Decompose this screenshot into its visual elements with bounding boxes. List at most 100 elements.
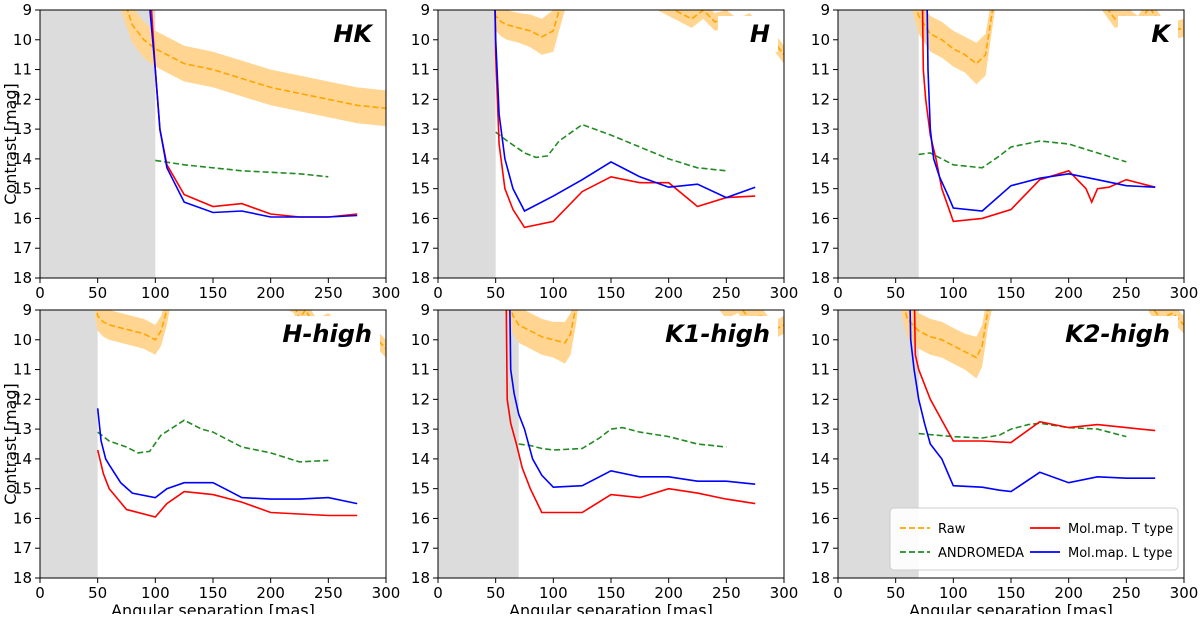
plot-area <box>838 10 1184 278</box>
panel-5: 0 50 100 150 200 250 300 9 10 11 12 13 14 15 16 17 18 K1-… <box>411 301 799 619</box>
x-tick-label: 200 <box>1054 584 1083 602</box>
y-tick-label: 16 <box>411 209 430 227</box>
x-tick-label: 100 <box>939 584 968 602</box>
panel-1: 0 50 100 150 200 250 300 9 10 11 12 13 14 15 16 17 18 HK C… <box>1 1 401 302</box>
x-tick-label: 300 <box>372 284 401 302</box>
andromeda-line <box>97 419 329 463</box>
y-tick-label: 13 <box>13 420 32 438</box>
y-tick-label: 14 <box>811 150 830 168</box>
x-tick-label: 0 <box>35 284 45 302</box>
l-type-line <box>494 10 756 213</box>
raw-line <box>126 10 386 110</box>
y-tick-label: 18 <box>13 569 32 587</box>
panel-title: K1-high <box>665 320 770 348</box>
x-axis-title: Angular separation [mas] <box>111 601 315 614</box>
t-type-line <box>921 10 1156 223</box>
x-tick-label: 200 <box>1054 284 1083 302</box>
y-tick-label: 16 <box>411 509 430 527</box>
x-tick-label: 100 <box>141 284 170 302</box>
x-tick-label: 150 <box>997 284 1026 302</box>
y-tick-label: 18 <box>411 569 430 587</box>
y-axis-title: Contrast [mag] <box>1 383 20 504</box>
y-tick-label: 9 <box>22 1 32 19</box>
panel-title: K2-high <box>1065 320 1170 348</box>
x-tick-label: 150 <box>597 584 626 602</box>
y-tick-label: 13 <box>811 120 830 138</box>
y-tick-label: 13 <box>411 120 430 138</box>
x-tick-label: 300 <box>1170 584 1199 602</box>
y-tick-label: 17 <box>811 239 830 257</box>
y-tick-label: 18 <box>411 269 430 287</box>
y-tick-label: 15 <box>811 180 830 198</box>
x-tick-label: 250 <box>1112 584 1141 602</box>
panel-title: H <box>750 20 770 48</box>
y-tick-label: 9 <box>420 301 430 319</box>
t-type-line <box>913 310 1156 444</box>
raw-uncertainty-band <box>913 10 1184 85</box>
x-tick-label: 100 <box>939 284 968 302</box>
x-tick-label: 150 <box>199 284 228 302</box>
panel-title-box <box>1062 316 1178 352</box>
andromeda-line <box>918 422 1127 439</box>
y-tick-label: 10 <box>13 31 32 49</box>
x-tick-label: 300 <box>770 584 799 602</box>
y-tick-label: 18 <box>811 269 830 287</box>
x-tick-label: 100 <box>539 584 568 602</box>
y-tick-label: 17 <box>13 539 32 557</box>
x-tick-label: 250 <box>1112 284 1141 302</box>
y-tick-label: 12 <box>411 90 430 108</box>
y-tick-label: 9 <box>820 301 830 319</box>
y-tick-label: 16 <box>13 509 32 527</box>
plot-area <box>40 10 386 278</box>
y-tick-label: 15 <box>13 180 32 198</box>
legend-label-andromeda: ANDROMEDA <box>938 546 1024 561</box>
y-tick-label: 11 <box>411 361 430 379</box>
x-tick-label: 250 <box>712 584 741 602</box>
y-tick-label: 17 <box>411 239 430 257</box>
x-tick-label: 200 <box>654 584 683 602</box>
x-tick-label: 250 <box>712 284 741 302</box>
y-tick-label: 12 <box>811 390 830 408</box>
y-tick-label: 15 <box>411 180 430 198</box>
panel-title-box <box>278 316 380 352</box>
x-tick-label: 150 <box>997 584 1026 602</box>
x-tick-label: 0 <box>35 584 45 602</box>
x-tick-label: 150 <box>199 584 228 602</box>
x-tick-label: 0 <box>833 284 843 302</box>
y-tick-label: 14 <box>13 150 32 168</box>
y-tick-label: 17 <box>411 539 430 557</box>
legend-label-t_type: Mol.map. T type <box>1068 522 1173 537</box>
l-type-line <box>926 10 1156 212</box>
x-axis-title: Angular separation [mas] <box>509 601 713 614</box>
andromeda-line <box>918 140 1127 169</box>
y-tick-label: 14 <box>411 450 430 468</box>
l-type-line <box>149 10 358 218</box>
x-tick-label: 200 <box>654 284 683 302</box>
y-tick-label: 17 <box>13 239 32 257</box>
t-type-line <box>494 10 756 229</box>
y-tick-label: 12 <box>13 390 32 408</box>
y-tick-label: 10 <box>13 331 32 349</box>
x-tick-label: 50 <box>486 584 505 602</box>
y-tick-label: 11 <box>811 61 830 79</box>
panel-title-box <box>1118 16 1178 52</box>
y-tick-label: 12 <box>411 390 430 408</box>
y-tick-label: 13 <box>411 420 430 438</box>
panel-title: HK <box>333 20 374 48</box>
panel-4: 0 50 100 150 200 250 300 9 10 11 12 13 14 15 16 17 18 H-h… <box>1 301 400 619</box>
y-tick-label: 18 <box>13 269 32 287</box>
t-type-line <box>505 310 756 514</box>
raw-line <box>510 310 784 344</box>
y-tick-label: 9 <box>420 1 430 19</box>
y-tick-label: 10 <box>811 331 830 349</box>
y-tick-label: 14 <box>811 450 830 468</box>
l-type-line <box>909 310 1156 493</box>
y-tick-label: 14 <box>411 150 430 168</box>
masked-region <box>438 310 519 578</box>
plot-area <box>438 10 784 278</box>
y-tick-label: 10 <box>411 331 430 349</box>
masked-region <box>40 10 156 278</box>
y-tick-label: 13 <box>811 420 830 438</box>
